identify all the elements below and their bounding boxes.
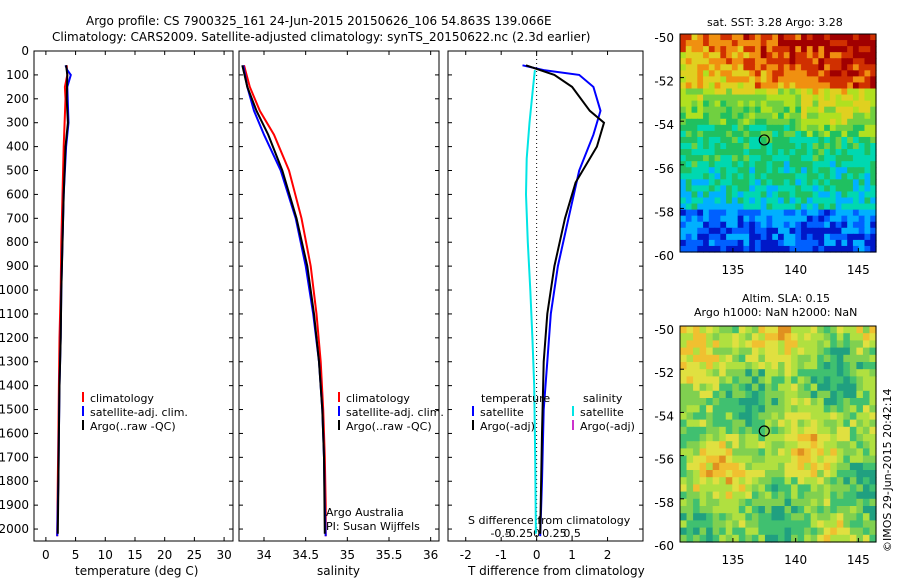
legend-sal-satellite-label: satellite: [580, 406, 624, 419]
x-tick-label: 34: [256, 548, 271, 562]
depth-tick-label: 300: [6, 116, 29, 130]
legend-climatology-label: climatology: [346, 392, 410, 405]
sla-map-title: Altim. SLA: 0.15: [742, 292, 831, 305]
legend-sal-argo-label: Argo(-adj): [580, 420, 635, 433]
legend-swatch: [472, 420, 474, 430]
difference-xlabel: T difference from climatology: [468, 564, 645, 578]
legend-swatch: [572, 406, 574, 416]
s-tick-label: 0.25: [542, 527, 567, 540]
x-tick-label: -2: [460, 548, 472, 562]
x-tick-label: 20: [157, 548, 172, 562]
depth-tick-label: 100: [6, 68, 29, 82]
legend-swatch: [82, 406, 84, 416]
salinity-panel: 34 34.5 35 35.5 36: [238, 50, 440, 562]
legend-swatch: [82, 420, 84, 430]
s-tick-label: 0.5: [563, 527, 581, 540]
pi-label: PI: Susan Wijffels: [326, 520, 420, 533]
x-tick-label: 25: [187, 548, 202, 562]
depth-tick-label: 700: [6, 211, 29, 225]
profile-title: Argo profile: CS 7900325_161 24-Jun-2015…: [86, 14, 552, 28]
legend-swatch: [472, 406, 474, 416]
series-line-satellite: [242, 65, 327, 537]
series-line-sal_satellite: [524, 69, 537, 534]
series-line-satellite: [522, 64, 602, 537]
series-line-argo: [525, 64, 606, 534]
depth-tick-label: 1300: [0, 355, 29, 369]
x-tick-label: 34.5: [292, 548, 319, 562]
s-tick-label: -0.25: [505, 527, 533, 540]
x-tick-label: 35: [340, 548, 355, 562]
legend-swatch: [338, 420, 340, 430]
s-tick-label: -0.5: [490, 527, 511, 540]
depth-tick-label: 1200: [0, 331, 29, 345]
legend-swatch: [572, 420, 574, 430]
depth-tick-label: 1900: [0, 498, 29, 512]
depth-tick-label: 1700: [0, 450, 29, 464]
climatology-title: Climatology: CARS2009. Satellite-adjuste…: [52, 30, 591, 44]
x-tick-label: 0: [42, 548, 50, 562]
depth-tick-label: 400: [6, 140, 29, 154]
legend-argo-label: Argo(..raw -QC): [90, 420, 176, 433]
x-tick-label: 15: [127, 548, 142, 562]
difference-panel: -2 -1 0 1 2-0.5-0.25 0 0.250.5: [447, 50, 644, 562]
x-tick-label: 30: [216, 548, 231, 562]
depth-tick-label: 500: [6, 164, 29, 178]
temperature-panel: 0 5 10 15 20 25 30: [33, 50, 234, 562]
credit-label: ©IMOS 29-Jun-2015 20:42:14: [881, 388, 894, 552]
x-tick-label: 1: [568, 548, 576, 562]
depth-tick-label: 1600: [0, 426, 29, 440]
depth-tick-label: 1100: [0, 307, 29, 321]
x-tick-label: 0: [533, 548, 541, 562]
x-tick-label: 5: [72, 548, 80, 562]
depth-tick-label: 1500: [0, 403, 29, 417]
depth-tick-label: 1000: [0, 283, 29, 297]
legend-temperature-header: temperature: [481, 392, 551, 405]
x-tick-label: -1: [495, 548, 507, 562]
legend-swatch: [338, 406, 340, 416]
depth-tick-label: 600: [6, 187, 29, 201]
depth-tick-label: 1800: [0, 474, 29, 488]
legend-swatch: [82, 392, 84, 402]
depth-tick-label: 800: [6, 235, 29, 249]
x-tick-label: 35.5: [376, 548, 403, 562]
argo-australia-label: Argo Australia: [326, 506, 404, 519]
depth-tick-label: 900: [6, 259, 29, 273]
plot-frame: [33, 50, 234, 542]
legend-argo-label: Argo(..raw -QC): [346, 420, 432, 433]
s-difference-label: S difference from climatology: [468, 514, 631, 527]
depth-tick-label: 2000: [0, 522, 29, 536]
series-line-argo: [241, 65, 326, 534]
plot-frame: [447, 50, 644, 542]
depth-tick-label: 200: [6, 92, 29, 106]
x-tick-label: 36: [423, 548, 438, 562]
salinity-xlabel: salinity: [317, 564, 361, 578]
temperature-xlabel: temperature (deg C): [75, 564, 199, 578]
depth-tick-label: 0: [21, 44, 29, 58]
legend-temp-argo-label: Argo(-adj): [480, 420, 535, 433]
legend-satellite-label: satellite-adj. clim.: [90, 406, 188, 419]
series-line-climatology: [243, 65, 327, 537]
legend-climatology-label: climatology: [90, 392, 154, 405]
depth-tick-label: 1400: [0, 379, 29, 393]
legend-satellite-label: satellite-adj. clim.: [346, 406, 444, 419]
x-tick-label: 2: [604, 548, 612, 562]
sst-map-title: sat. SST: 3.28 Argo: 3.28: [707, 16, 843, 29]
sla-map-subtitle: Argo h1000: NaN h2000: NaN: [694, 306, 858, 319]
series-line-argo: [56, 65, 69, 534]
legend-salinity-header: salinity: [583, 392, 623, 405]
x-tick-label: 10: [98, 548, 113, 562]
legend-swatch: [338, 392, 340, 402]
plot-frame: [238, 50, 440, 542]
legend-temp-satellite-label: satellite: [480, 406, 524, 419]
